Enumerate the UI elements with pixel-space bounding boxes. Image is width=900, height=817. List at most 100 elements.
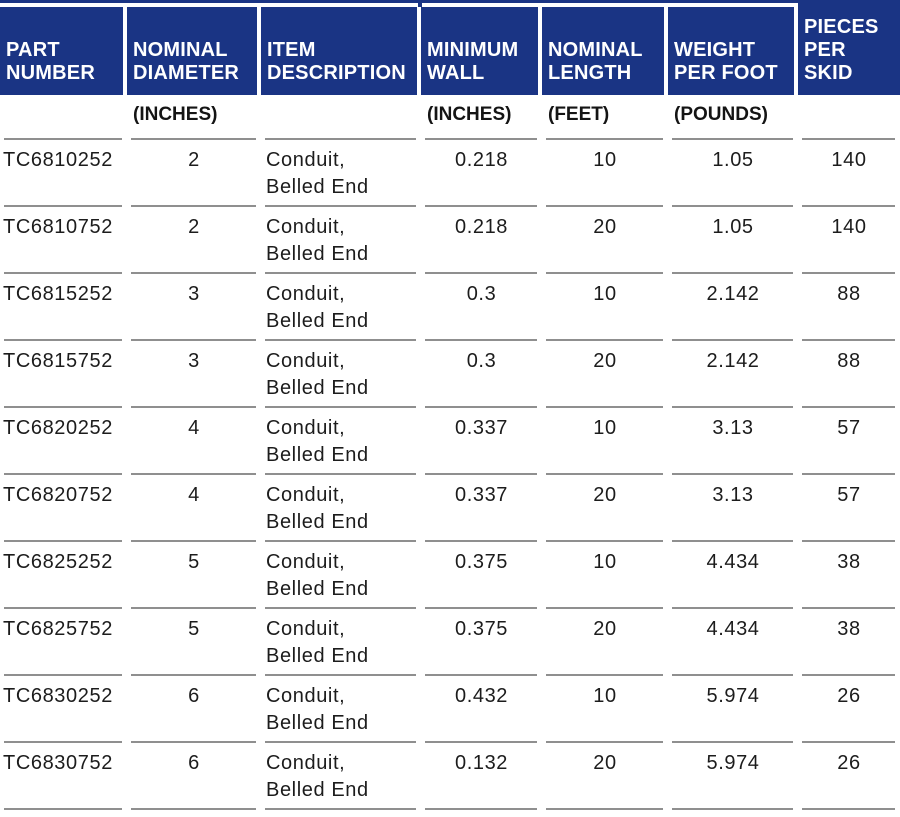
cell-part-number: TC6810752 <box>0 207 127 274</box>
cell-item-description: Conduit, Belled End <box>261 542 421 609</box>
table-row: TC6830252 6 Conduit, Belled End 0.432 10… <box>0 676 900 743</box>
cell-nominal-diameter: 3 <box>127 274 261 341</box>
cell-nominal-length: 20 <box>542 609 668 676</box>
table-row: TC6825252 5 Conduit, Belled End 0.375 10… <box>0 542 900 609</box>
cell-part-number: TC6830252 <box>0 676 127 743</box>
cell-item-description: Conduit, Belled End <box>261 408 421 475</box>
cell-part-number: TC6810252 <box>0 140 127 207</box>
cell-nominal-diameter: 4 <box>127 408 261 475</box>
cell-nominal-length: 10 <box>542 140 668 207</box>
cell-weight-per-foot: 3.13 <box>668 475 798 542</box>
cell-item-description: Conduit, Belled End <box>261 207 421 274</box>
cell-item-description: Conduit, Belled End <box>261 475 421 542</box>
cell-weight-per-foot: 2.142 <box>668 274 798 341</box>
cell-pieces-per-skid: 26 <box>798 676 900 743</box>
cell-weight-per-foot: 2.142 <box>668 341 798 408</box>
cell-part-number: TC6825252 <box>0 542 127 609</box>
table-header-row: PART NUMBER NOMINAL DIAMETER ITEM DESCRI… <box>0 3 900 95</box>
cell-minimum-wall: 0.3 <box>421 341 542 408</box>
cell-pieces-per-skid: 26 <box>798 743 900 810</box>
cell-pieces-per-skid: 88 <box>798 274 900 341</box>
cell-pieces-per-skid: 57 <box>798 475 900 542</box>
cell-minimum-wall: 0.337 <box>421 408 542 475</box>
cell-weight-per-foot: 5.974 <box>668 743 798 810</box>
cell-nominal-diameter: 6 <box>127 676 261 743</box>
cell-minimum-wall: 0.3 <box>421 274 542 341</box>
cell-weight-per-foot: 1.05 <box>668 140 798 207</box>
unit-nominal-diameter: (INCHES) <box>127 95 261 140</box>
cell-nominal-length: 20 <box>542 341 668 408</box>
cell-nominal-diameter: 2 <box>127 207 261 274</box>
column-header-nominal-length: NOMINAL LENGTH <box>542 7 668 95</box>
cell-part-number: TC6815252 <box>0 274 127 341</box>
cell-minimum-wall: 0.375 <box>421 609 542 676</box>
cell-item-description: Conduit, Belled End <box>261 140 421 207</box>
cell-part-number: TC6830752 <box>0 743 127 810</box>
column-header-minimum-wall: MINIMUM WALL <box>421 7 542 95</box>
table-body: TC6810252 2 Conduit, Belled End 0.218 10… <box>0 140 900 810</box>
table-row: TC6825752 5 Conduit, Belled End 0.375 20… <box>0 609 900 676</box>
cell-nominal-diameter: 5 <box>127 542 261 609</box>
unit-nominal-length: (FEET) <box>542 95 668 140</box>
cell-nominal-diameter: 5 <box>127 609 261 676</box>
cell-weight-per-foot: 1.05 <box>668 207 798 274</box>
cell-pieces-per-skid: 140 <box>798 207 900 274</box>
cropped-top-border <box>0 0 900 3</box>
table-row: TC6815752 3 Conduit, Belled End 0.3 20 2… <box>0 341 900 408</box>
unit-part-number <box>0 95 127 140</box>
cell-part-number: TC6825752 <box>0 609 127 676</box>
cell-nominal-length: 20 <box>542 207 668 274</box>
cell-item-description: Conduit, Belled End <box>261 274 421 341</box>
cell-nominal-length: 20 <box>542 743 668 810</box>
cell-item-description: Conduit, Belled End <box>261 676 421 743</box>
unit-minimum-wall: (INCHES) <box>421 95 542 140</box>
unit-item-description <box>261 95 421 140</box>
cell-weight-per-foot: 4.434 <box>668 542 798 609</box>
cell-nominal-diameter: 3 <box>127 341 261 408</box>
column-header-pieces-per-skid: PIECES PER SKID <box>798 3 900 95</box>
table-row: TC6820252 4 Conduit, Belled End 0.337 10… <box>0 408 900 475</box>
table-row: TC6815252 3 Conduit, Belled End 0.3 10 2… <box>0 274 900 341</box>
cell-item-description: Conduit, Belled End <box>261 341 421 408</box>
cell-part-number: TC6820752 <box>0 475 127 542</box>
cell-nominal-length: 10 <box>542 274 668 341</box>
table-units-row: (INCHES) (INCHES) (FEET) (POUNDS) <box>0 95 900 140</box>
table-row: TC6830752 6 Conduit, Belled End 0.132 20… <box>0 743 900 810</box>
cell-minimum-wall: 0.132 <box>421 743 542 810</box>
cell-pieces-per-skid: 140 <box>798 140 900 207</box>
cell-weight-per-foot: 3.13 <box>668 408 798 475</box>
column-header-nominal-diameter: NOMINAL DIAMETER <box>127 7 261 95</box>
cell-nominal-diameter: 2 <box>127 140 261 207</box>
cell-item-description: Conduit, Belled End <box>261 609 421 676</box>
cell-nominal-length: 20 <box>542 475 668 542</box>
cell-minimum-wall: 0.375 <box>421 542 542 609</box>
cell-weight-per-foot: 5.974 <box>668 676 798 743</box>
cell-part-number: TC6820252 <box>0 408 127 475</box>
cell-nominal-length: 10 <box>542 676 668 743</box>
table-row: TC6820752 4 Conduit, Belled End 0.337 20… <box>0 475 900 542</box>
cell-pieces-per-skid: 38 <box>798 609 900 676</box>
column-header-part-number: PART NUMBER <box>0 7 127 95</box>
cell-pieces-per-skid: 57 <box>798 408 900 475</box>
cell-minimum-wall: 0.432 <box>421 676 542 743</box>
cell-minimum-wall: 0.337 <box>421 475 542 542</box>
cell-nominal-length: 10 <box>542 542 668 609</box>
cell-nominal-diameter: 4 <box>127 475 261 542</box>
cell-minimum-wall: 0.218 <box>421 140 542 207</box>
column-header-item-description: ITEM DESCRIPTION <box>261 7 421 95</box>
cell-minimum-wall: 0.218 <box>421 207 542 274</box>
cropped-text-artifact <box>418 0 422 8</box>
table-row: TC6810752 2 Conduit, Belled End 0.218 20… <box>0 207 900 274</box>
cell-pieces-per-skid: 88 <box>798 341 900 408</box>
unit-pieces-per-skid <box>798 95 900 140</box>
cell-nominal-diameter: 6 <box>127 743 261 810</box>
unit-weight-per-foot: (POUNDS) <box>668 95 798 140</box>
cell-weight-per-foot: 4.434 <box>668 609 798 676</box>
cell-part-number: TC6815752 <box>0 341 127 408</box>
cell-item-description: Conduit, Belled End <box>261 743 421 810</box>
cell-pieces-per-skid: 38 <box>798 542 900 609</box>
cell-nominal-length: 10 <box>542 408 668 475</box>
column-header-weight-per-foot: WEIGHT PER FOOT <box>668 7 798 95</box>
table-row: TC6810252 2 Conduit, Belled End 0.218 10… <box>0 140 900 207</box>
